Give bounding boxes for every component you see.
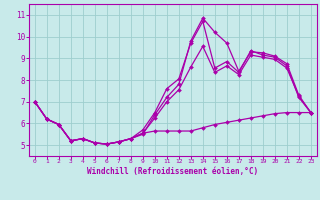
X-axis label: Windchill (Refroidissement éolien,°C): Windchill (Refroidissement éolien,°C) — [87, 167, 258, 176]
